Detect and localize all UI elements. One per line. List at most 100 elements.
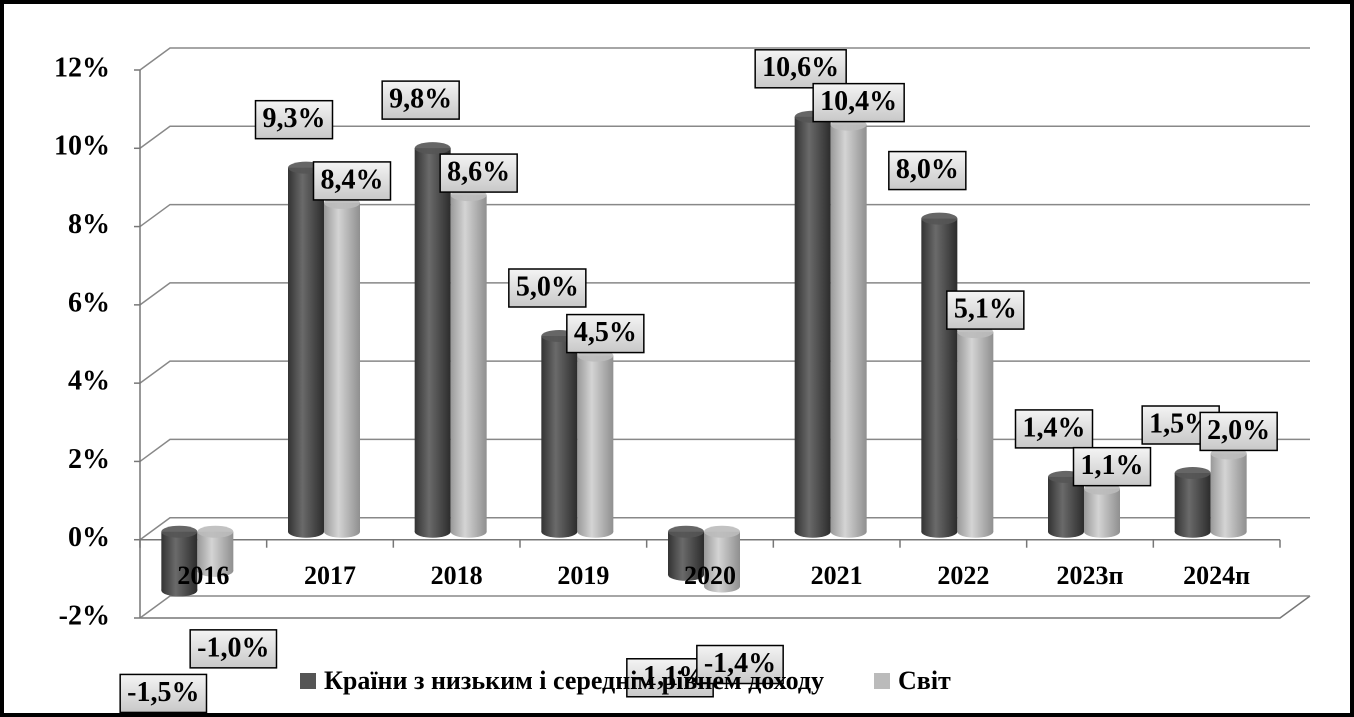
value-label: -1,0%	[189, 629, 278, 669]
bar-end	[957, 525, 994, 538]
bar-body	[704, 531, 740, 587]
labels: -1,5%9,3%9,8%5,0%-1,1%10,6%8,0%1,4% 1,5%-…	[119, 49, 1278, 714]
bar-top	[704, 525, 740, 538]
bar	[1048, 470, 1084, 538]
bar-end	[161, 584, 198, 597]
bar	[1210, 447, 1247, 538]
value-label: 4,5%	[566, 313, 645, 354]
value-label-text: 8,4%	[321, 164, 384, 195]
y-tick-label: -2%	[59, 600, 110, 631]
value-label-box	[312, 161, 392, 201]
value-label-text: 9,8%	[389, 84, 452, 115]
bar	[794, 110, 831, 538]
bar-end	[197, 564, 234, 577]
grid-line	[139, 47, 1310, 71]
value-label-text: 8,6%	[447, 157, 510, 188]
value-label: 8,0%	[888, 150, 967, 191]
bar-body	[668, 531, 704, 575]
x-tick-label: 2019	[557, 561, 609, 590]
legend-label: Світ	[898, 666, 951, 695]
value-label: 10,4%	[812, 82, 905, 123]
value-label-box	[439, 153, 518, 193]
bar-end	[704, 580, 740, 593]
value-label-text: -1,4%	[704, 648, 776, 679]
value-label-text: 9,3%	[263, 103, 326, 134]
value-label-text: 4,5%	[574, 317, 637, 348]
value-label: 5,0%	[508, 268, 587, 308]
bar-body	[197, 531, 234, 571]
bar	[704, 525, 740, 593]
bar-top	[921, 212, 958, 225]
value-label-box	[888, 150, 967, 191]
bar-end	[794, 525, 831, 538]
value-label-box	[812, 82, 905, 123]
value-label-box	[254, 99, 334, 140]
x-tick-label: 2017	[304, 561, 356, 590]
bar-top	[197, 525, 234, 538]
y-tick-label: 0%	[68, 522, 110, 553]
bar-body	[794, 116, 831, 532]
bar-end	[668, 568, 704, 581]
bar	[288, 161, 324, 538]
value-label-box	[1014, 409, 1094, 449]
bar	[1174, 467, 1211, 538]
x-tick-label: 2018	[431, 561, 483, 590]
value-label-box	[1199, 411, 1278, 452]
bar-end	[414, 525, 451, 538]
value-label-box	[189, 629, 278, 669]
value-label: 5,1%	[946, 290, 1025, 330]
value-label-text: -1,5%	[127, 677, 199, 708]
bar-body	[288, 167, 324, 532]
value-label-text: -1,1%	[634, 661, 706, 692]
bar	[830, 118, 867, 538]
value-label-text: 1,1%	[1081, 450, 1144, 481]
y-tick-label: 6%	[68, 287, 110, 318]
value-label-box	[566, 313, 645, 354]
bar-end	[450, 525, 487, 538]
value-label: 9,8%	[381, 80, 460, 120]
grid-line	[139, 203, 1310, 228]
value-label-text: 2,0%	[1207, 415, 1270, 446]
bar-body	[324, 202, 360, 532]
bar	[541, 330, 578, 538]
value-label-box	[1072, 446, 1152, 487]
bar-end	[921, 525, 958, 538]
grid-line	[139, 125, 1310, 149]
value-label-text: 5,1%	[954, 294, 1017, 325]
value-label-box	[754, 49, 847, 89]
bar	[414, 142, 451, 538]
bar	[577, 349, 614, 538]
x-tick-label: 2020	[684, 561, 736, 590]
value-label-text: 8,0%	[896, 154, 959, 185]
bar-body	[1084, 488, 1120, 532]
bar-body	[450, 195, 487, 532]
floor	[140, 595, 1311, 619]
value-label: 1,4%	[1014, 409, 1094, 449]
value-label: 10,6%	[754, 49, 847, 89]
value-label: -1,1%	[626, 658, 714, 698]
bar-end	[577, 525, 614, 538]
bar	[324, 196, 360, 538]
bar	[450, 189, 487, 538]
bar-top	[414, 142, 451, 155]
value-label: 8,4%	[312, 161, 392, 201]
value-label-text: 10,6%	[762, 52, 839, 83]
value-label-text: -1,0%	[197, 632, 269, 663]
x-tick-label: 2023п	[1057, 561, 1124, 590]
bar	[161, 525, 198, 597]
bar	[921, 212, 958, 538]
value-label: -1,5%	[119, 673, 208, 714]
value-label-box	[119, 673, 208, 714]
bar	[197, 525, 234, 577]
bar	[957, 326, 994, 538]
bar-end	[324, 525, 360, 538]
value-label-box	[946, 290, 1025, 330]
bar-body	[1174, 473, 1211, 532]
bar-body	[577, 355, 614, 532]
legend-label: Країни з низьким і середнім рівнем доход…	[324, 666, 824, 695]
x-tick-label: 2022	[937, 561, 989, 590]
bar-body	[921, 218, 958, 532]
grid-line	[139, 595, 1310, 619]
bar-body	[541, 336, 578, 532]
